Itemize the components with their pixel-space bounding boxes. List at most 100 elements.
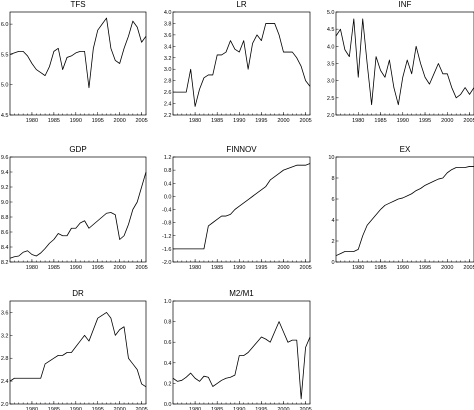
x-tick-label: 1990: [70, 265, 82, 271]
x-tick-label: 1980: [189, 265, 201, 271]
chart-panel-3: INF 2.0 2.5 3.0 3.5 4.0 4.5 5.0 1980 1985 1990 1995…: [327, 0, 474, 124]
x-tick-label: 2000: [277, 265, 289, 271]
y-tick-label: 8.6: [1, 230, 9, 236]
series-line: [9, 171, 147, 259]
y-tick-label: 3.0: [164, 67, 172, 73]
plot-frame: [9, 156, 147, 263]
y-tick-label: 0.0: [164, 402, 172, 408]
x-tick-label: 1990: [233, 118, 245, 124]
x-tick-label: 1985: [374, 118, 386, 124]
y-tick-label: 6: [331, 197, 334, 203]
plot-frame: [335, 156, 474, 263]
x-tick-label: 2000: [277, 407, 289, 410]
x-tick-label: 1990: [70, 118, 82, 124]
x-tick-label: 1980: [189, 118, 201, 124]
chart-panel-4: GDP 8.2 8.4 8.6 8.8 9.0 9.2 9.4 9.6 1980 1985 1990 1…: [1, 145, 148, 271]
y-tick-label: 0.4: [164, 361, 172, 367]
y-tick-label: -0.4: [162, 208, 171, 214]
x-tick-label: 2000: [277, 118, 289, 124]
x-tick-label: 1995: [92, 407, 104, 410]
chart-title: FINNOV: [226, 145, 257, 154]
y-tick-label: 2.6: [164, 90, 172, 96]
x-tick-label: 1980: [26, 407, 38, 410]
x-tick-label: 2000: [114, 407, 126, 410]
y-tick-label: 5.5: [1, 52, 9, 58]
series-line: [335, 166, 474, 257]
y-tick-label: -1.2: [162, 234, 171, 240]
x-tick-label: 1990: [233, 407, 245, 410]
x-tick-label: 1985: [48, 265, 60, 271]
y-tick-label: 9.6: [1, 155, 9, 161]
y-tick-label: 4.5: [1, 113, 9, 119]
x-tick-label: 2005: [299, 265, 311, 271]
x-tick-label: 1995: [255, 407, 267, 410]
y-tick-label: 1.0: [164, 299, 172, 305]
y-tick-label: 4: [331, 218, 334, 224]
chart-panel-1: TFS 4.5 5.0 5.5 6.0 1980 1985 1990 1995 2000 2005: [1, 0, 148, 124]
chart-panel-8: M2/M1 0.0 0.2 0.4 0.6 0.8 1.0 1980 1985 1990 1995 2…: [164, 289, 312, 410]
chart-title: DR: [72, 289, 84, 298]
y-tick-label: 0.0: [164, 194, 172, 200]
x-tick-label: 1995: [255, 265, 267, 271]
chart-title: INF: [399, 0, 412, 9]
x-tick-label: 2005: [135, 118, 147, 124]
series-line: [9, 17, 147, 89]
y-tick-label: 3.2: [1, 333, 9, 339]
x-tick-label: 1980: [189, 407, 201, 410]
y-tick-label: -1.6: [162, 247, 171, 253]
y-tick-label: 3.5: [327, 62, 335, 68]
chart-title: M2/M1: [229, 289, 254, 298]
x-tick-label: 1985: [211, 265, 223, 271]
y-tick-label: 9.2: [1, 185, 9, 191]
series-line: [9, 312, 147, 388]
y-tick-label: 3.2: [164, 56, 172, 62]
plot-frame: [335, 11, 474, 116]
y-tick-label: 6.0: [1, 22, 9, 28]
y-tick-label: 8: [331, 176, 334, 182]
y-tick-label: 3.8: [164, 21, 172, 27]
x-tick-label: 1990: [233, 265, 245, 271]
y-tick-label: 0.8: [164, 168, 172, 174]
y-tick-label: -0.8: [162, 221, 171, 227]
x-tick-label: 1995: [419, 118, 431, 124]
chart-panel-2: LR 2.2 2.4 2.6 2.8 3.0 3.2 3.4 3.6 3.8 4.0 1980 1985…: [164, 0, 312, 124]
y-tick-label: -2.0: [162, 260, 171, 266]
x-tick-label: 1980: [26, 118, 38, 124]
chart-panel-7: DR 2.0 2.4 2.8 3.2 3.6 1980 1985 1990 1995 2000 200…: [1, 289, 148, 410]
x-tick-label: 1985: [211, 118, 223, 124]
series-line: [172, 321, 311, 400]
y-tick-label: 2.0: [327, 113, 335, 119]
x-tick-label: 1985: [48, 118, 60, 124]
x-tick-label: 2000: [114, 118, 126, 124]
plot-frame: [9, 300, 147, 405]
y-tick-label: 4.0: [327, 44, 335, 50]
y-tick-label: 0.6: [164, 340, 172, 346]
y-tick-label: 3.4: [164, 44, 172, 50]
x-tick-label: 1990: [397, 265, 409, 271]
y-tick-label: 0: [331, 260, 334, 266]
x-tick-label: 1995: [255, 118, 267, 124]
x-tick-label: 1990: [397, 118, 409, 124]
plot-frame: [172, 300, 311, 405]
x-tick-label: 1980: [352, 118, 364, 124]
x-tick-label: 1980: [26, 265, 38, 271]
y-tick-label: 4.0: [164, 10, 172, 16]
chart-title: TFS: [70, 0, 85, 9]
y-tick-label: 3.0: [327, 79, 335, 85]
y-tick-label: 9.4: [1, 170, 9, 176]
x-tick-label: 1995: [92, 118, 104, 124]
chart-panel-6: EX 0 2 4 6 8 10 1980 1985 1990 1995 2000 2005: [328, 145, 474, 271]
plot-frame: [9, 11, 147, 116]
y-tick-label: 9.0: [1, 200, 9, 206]
y-tick-label: 5.0: [1, 83, 9, 89]
y-tick-label: 1.2: [164, 155, 172, 161]
x-tick-label: 2005: [135, 265, 147, 271]
y-tick-label: 2.8: [164, 79, 172, 85]
series-line: [173, 163, 311, 250]
chart-title: LR: [236, 0, 246, 9]
x-tick-label: 2005: [463, 265, 474, 271]
y-tick-label: 2.2: [164, 113, 172, 119]
y-tick-label: 0.8: [164, 320, 172, 326]
y-tick-label: 2.0: [1, 402, 9, 408]
